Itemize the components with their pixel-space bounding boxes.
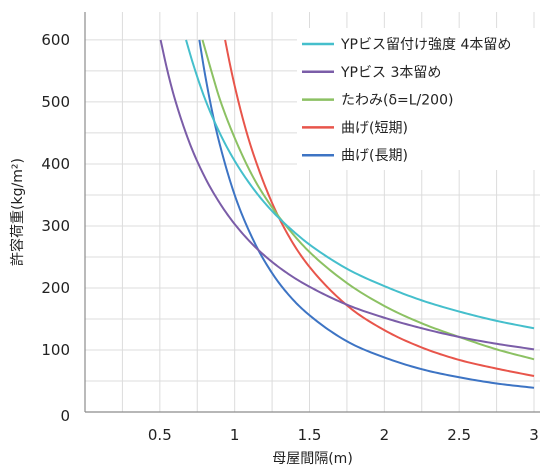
y-axis-title: 許容荷重(kg/m²)	[9, 158, 26, 266]
legend-label: 曲げ(短期)	[341, 120, 408, 136]
y-tick-label: 0	[60, 407, 70, 425]
y-tick-label: 400	[41, 155, 70, 173]
y-tick-label: 200	[41, 279, 70, 297]
x-tick-label: 3	[529, 426, 539, 444]
x-tick-label: 1.5	[298, 426, 322, 444]
legend-label: 曲げ(長期)	[341, 148, 408, 164]
x-tick-label: 2	[380, 426, 390, 444]
legend-label: たわみ(δ=L/200)	[341, 93, 453, 109]
y-tick-label: 500	[41, 93, 70, 111]
legend-label: YPビス留付け強度 4本留め	[340, 37, 511, 53]
y-tick-label: 100	[41, 341, 70, 359]
x-axis-title: 母屋間隔(m)	[272, 451, 353, 467]
legend-label: YPビス 3本留め	[340, 65, 441, 81]
x-tick-label: 2.5	[447, 426, 471, 444]
y-tick-label: 600	[41, 31, 70, 49]
y-tick-label: 300	[41, 217, 70, 235]
x-tick-label: 0.5	[148, 426, 172, 444]
x-tick-label: 1	[230, 426, 240, 444]
